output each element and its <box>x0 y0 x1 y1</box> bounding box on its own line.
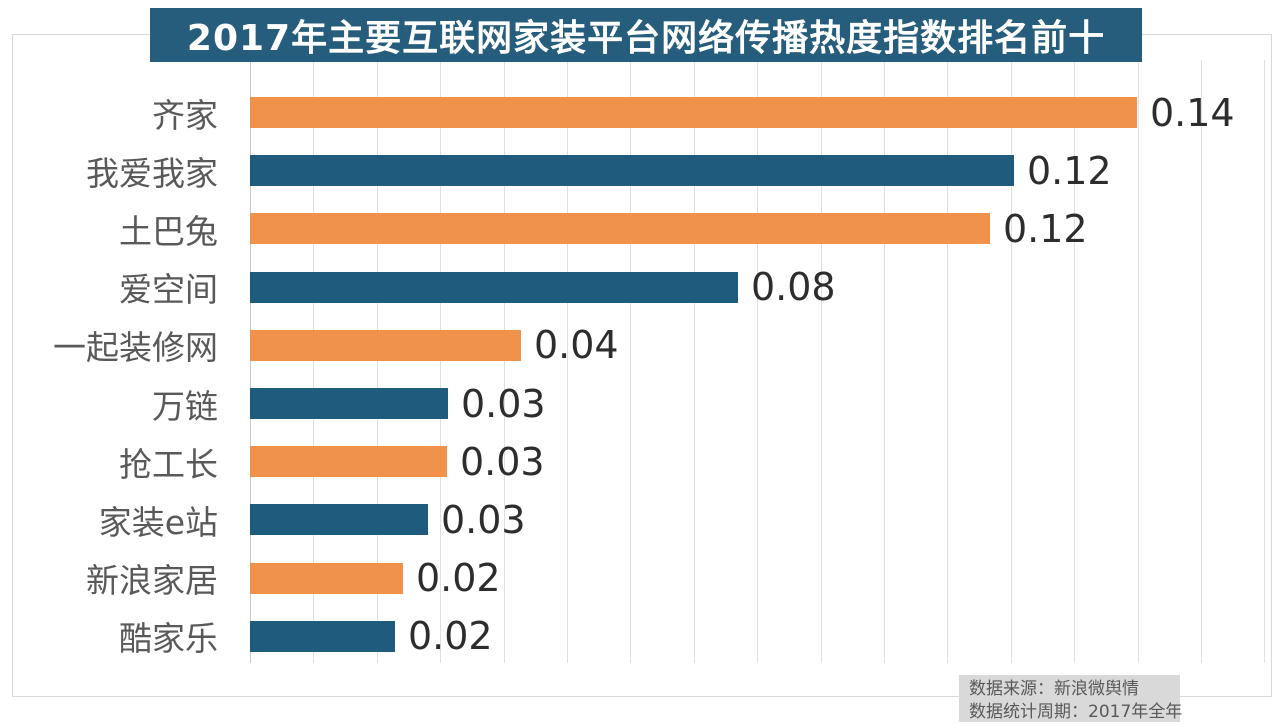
gridline <box>1074 60 1076 663</box>
gridline <box>313 60 315 663</box>
value-label: 0.12 <box>1003 206 1088 251</box>
gridline <box>567 60 568 663</box>
source-note-box: 数据来源：新浪微舆情 数据统计周期：2017年全年 <box>959 675 1183 722</box>
chart-title-bar: 2017年主要互联网家装平台网络传播热度指数排名前十 <box>150 8 1142 62</box>
category-label: 齐家 <box>152 95 218 135</box>
bar-orange <box>250 329 521 361</box>
y-axis-line <box>250 60 251 663</box>
category-label: 酷家乐 <box>119 619 218 659</box>
gridline <box>440 60 442 663</box>
category-label: 家装e站 <box>98 502 218 542</box>
category-label: 新浪家居 <box>86 561 218 601</box>
chart-title: 2017年主要互联网家装平台网络传播热度指数排名前十 <box>186 18 1106 59</box>
chart-border-frame <box>12 34 1272 697</box>
gridline <box>1137 60 1139 663</box>
bar-orange <box>250 446 447 478</box>
gridline <box>1264 60 1266 663</box>
bar-orange <box>250 213 990 245</box>
value-label: 0.14 <box>1150 90 1235 135</box>
gridline <box>630 60 632 663</box>
source-note-line2: 数据统计周期：2017年全年 <box>969 702 1183 722</box>
gridline <box>376 60 378 663</box>
value-label: 0.03 <box>441 497 526 542</box>
bar-blue <box>250 155 1014 187</box>
category-label: 万链 <box>152 386 218 426</box>
gridline <box>820 60 822 663</box>
bar-blue <box>250 504 428 536</box>
source-note-line1: 数据来源：新浪微舆情 <box>969 679 1139 699</box>
value-label: 0.03 <box>461 381 546 426</box>
bar-orange <box>250 97 1137 128</box>
gridline <box>947 60 949 663</box>
gridline <box>503 60 505 663</box>
category-label: 抢工长 <box>119 444 218 484</box>
category-label: 一起装修网 <box>53 328 218 368</box>
category-label: 爱空间 <box>119 270 218 310</box>
value-label: 0.02 <box>408 614 493 659</box>
bar-blue <box>250 388 448 419</box>
category-label: 我爱我家 <box>86 153 218 193</box>
bar-blue <box>250 620 395 652</box>
value-label: 0.04 <box>534 323 619 368</box>
value-label: 0.08 <box>751 265 836 310</box>
bar-orange <box>250 562 403 594</box>
gridline <box>757 60 759 663</box>
value-label: 0.03 <box>460 439 545 484</box>
value-label: 0.12 <box>1027 148 1112 193</box>
bar-blue <box>250 271 738 303</box>
value-label: 0.02 <box>416 556 501 601</box>
gridline <box>693 60 695 663</box>
gridline <box>1201 60 1202 663</box>
gridline <box>1010 60 1012 663</box>
gridline <box>884 60 885 663</box>
category-label: 土巴兔 <box>119 211 218 251</box>
